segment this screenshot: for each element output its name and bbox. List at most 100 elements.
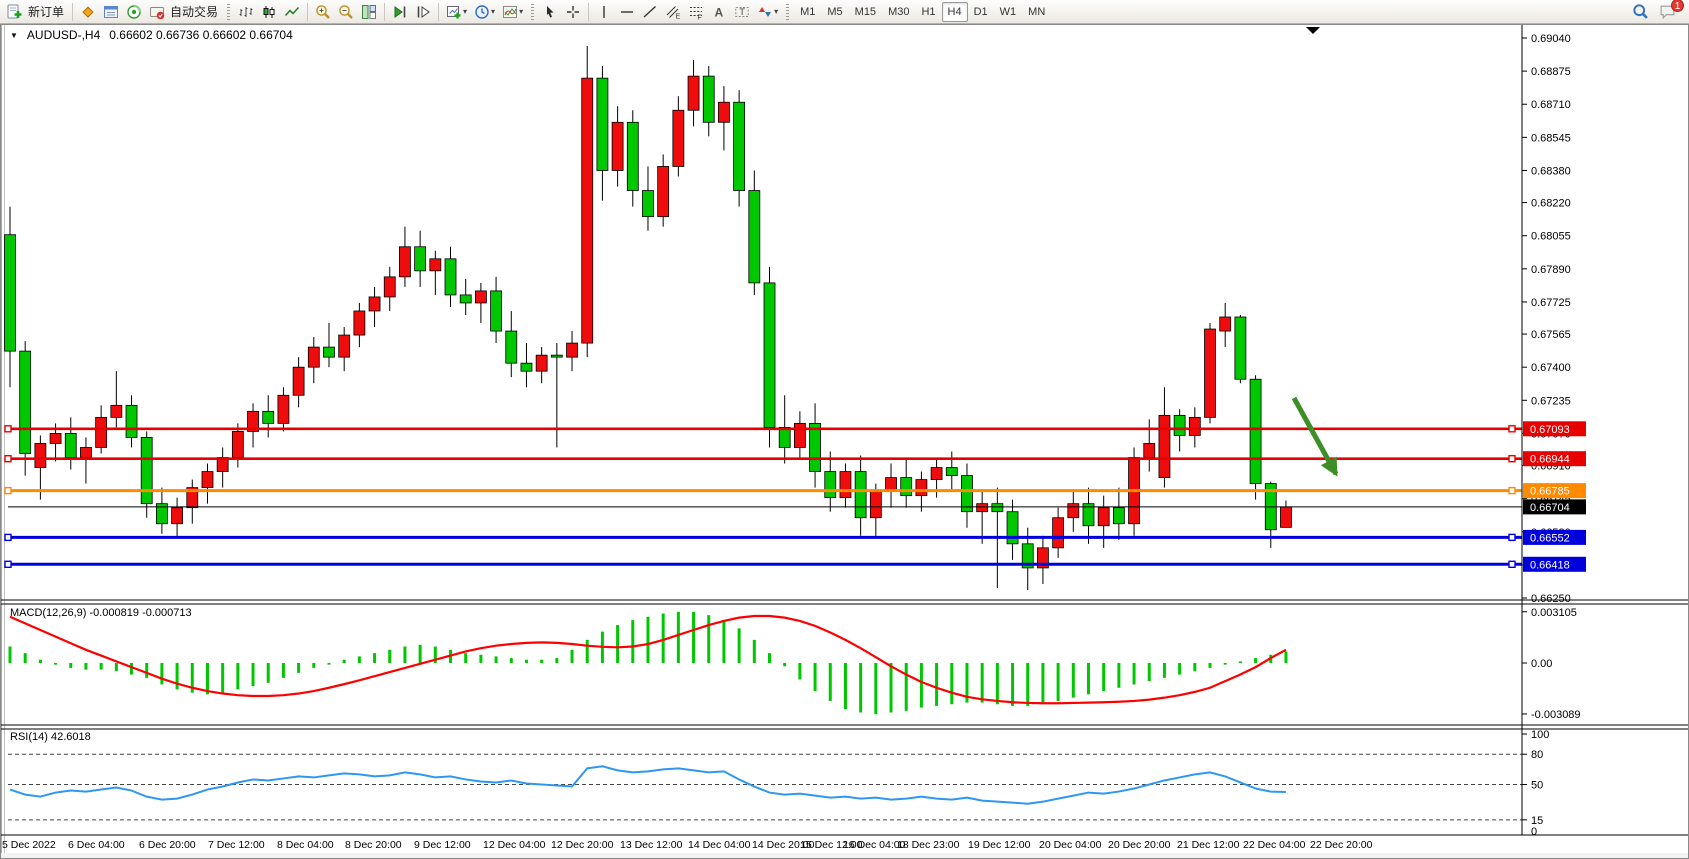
notification-badge: 1 [1671,0,1684,12]
price-chart[interactable]: 0.69040 0.68875 0.68710 0.68545 0.68380 0.682… [0,24,1689,859]
auto-trading-label[interactable]: 自动交易 [170,5,219,19]
date-axis-label: 20 Dec 04:00 [1039,839,1102,851]
fibonacci-button[interactable]: F [685,2,707,22]
timeframe-H4[interactable]: H4 [941,1,968,22]
timeframe-MN[interactable]: MN [1028,5,1046,18]
candle-body [1173,414,1186,436]
candle-body [520,362,533,372]
line-handle[interactable] [4,560,12,568]
macd-histogram-bar [84,663,88,670]
shift-marker[interactable] [1306,27,1320,34]
candle-body [399,246,411,278]
tile-windows-button[interactable] [358,2,380,22]
timeframe-M30[interactable]: M30 [888,5,910,18]
crosshair-button[interactable] [562,2,584,22]
line-handle[interactable] [1508,455,1516,463]
macd-histogram-bar [646,616,650,663]
date-axis-label: 5 Dec 2022 [2,839,56,851]
line-handle[interactable] [1508,560,1516,568]
candle-body [672,109,685,167]
candle-body [839,471,852,499]
candle-body [429,258,442,272]
candle-body [307,346,320,368]
candle-body [550,354,563,358]
new-order-label[interactable]: 新订单 [28,5,65,19]
auto-scroll-icon [394,5,406,18]
chart-shift-button[interactable] [412,2,434,22]
macd-histogram-bar [403,646,407,663]
new-order-button[interactable] [4,2,26,22]
candle-body [1097,507,1110,527]
zoom-out-button[interactable] [335,2,357,22]
auto-scroll-button[interactable] [389,2,411,22]
candle-body [474,290,487,304]
navigator-button[interactable] [123,2,145,22]
horizontal-line-icon [621,10,634,13]
new-chart-button[interactable]: ▾ [443,2,470,22]
line-handle[interactable] [4,486,12,495]
chevron-down-icon: ▾ [519,7,524,16]
candle-body [900,477,913,497]
rsi-indicator-label: RSI(14) 42.6018 [10,731,91,743]
trendline-button[interactable] [639,2,661,22]
timeframe-D1[interactable]: D1 [973,5,988,18]
candle-body [915,479,928,497]
candle-body [155,503,168,525]
periods-button[interactable]: ▾ [471,2,498,22]
date-axis-label: 15 Dec 12:00 [800,839,863,851]
profile-button[interactable] [77,2,99,22]
line-handle[interactable] [1508,533,1516,542]
zoom-in-button[interactable] [312,2,334,22]
macd-histogram-bar [889,663,893,713]
candle-body [581,77,594,344]
candle-body [809,422,821,472]
search-button[interactable] [1629,2,1652,22]
equidistant-channel-button[interactable]: E [662,2,684,22]
chevron-down-icon[interactable]: ▼ [10,30,18,40]
notifications-button[interactable]: 1 [1656,0,1684,22]
chart-ohlc-values: 0.66602 0.66736 0.66602 0.66704 [109,28,293,42]
arrows-button[interactable]: ▾ [754,2,781,22]
line-handle[interactable] [4,533,12,542]
macd-histogram-bar [1162,663,1166,678]
candle-body [961,475,973,513]
market-watch-button[interactable] [100,2,122,22]
text-label-button[interactable]: T [731,2,753,22]
timeframe-group: M1 M5 M15 M30 H1 H4 D1 W1 MN [794,1,1051,22]
macd-histogram-bar [1056,663,1060,701]
timeframe-W1[interactable]: W1 [999,5,1017,18]
auto-trading-button[interactable] [146,2,168,22]
line-handle[interactable] [1508,425,1516,433]
chart-symbol-period: AUDUSD-,H4 [26,28,101,42]
chart-background [0,24,1689,859]
timeframe-H1[interactable]: H1 [921,5,936,18]
price-badge-label: 0.66704 [1530,502,1570,514]
horizontal-line-button[interactable] [616,2,638,22]
macd-histogram-bar [752,639,756,663]
price-badge [1523,529,1586,545]
line-handle[interactable] [4,455,12,463]
svg-text:A: A [715,5,724,19]
candlestick-chart-button[interactable] [258,2,280,22]
annotation-arrow[interactable] [1291,396,1339,477]
line-handle[interactable] [1508,486,1516,495]
indicators-button[interactable]: ▾ [499,2,526,22]
price-badge [1523,499,1586,515]
candle-body [626,121,639,191]
line-chart-button[interactable] [281,2,303,22]
candle-body [687,75,700,111]
macd-histogram-bar [874,663,878,715]
cursor-button[interactable] [539,2,561,22]
timeframe-M15[interactable]: M15 [854,5,877,18]
candle-body [596,77,609,171]
macd-histogram-bar [1208,663,1212,668]
rsi-axis-label: 80 [1531,749,1543,761]
vertical-line-button[interactable] [593,2,615,22]
timeframe-M5[interactable]: M5 [827,5,843,18]
fibonacci-icon: F [690,6,703,20]
bar-chart-button[interactable] [235,2,257,22]
timeframe-M1[interactable]: M1 [800,5,816,18]
text-button[interactable]: A [708,2,730,22]
macd-axis-label: -0.003089 [1531,709,1581,721]
line-handle[interactable] [4,425,12,433]
